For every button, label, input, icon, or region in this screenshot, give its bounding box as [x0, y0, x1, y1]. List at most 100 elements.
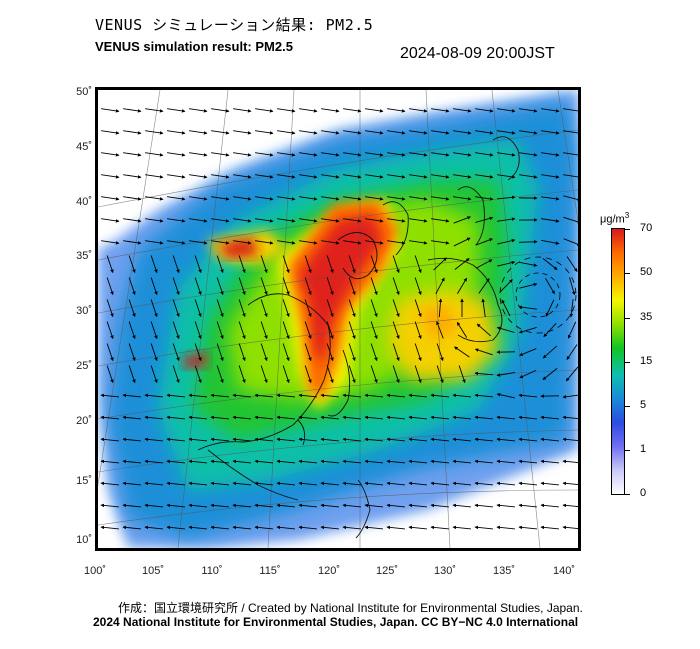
wind-arrow [189, 240, 208, 245]
wind-arrow [563, 216, 578, 224]
wind-arrow [320, 481, 340, 486]
wind-arrow [519, 108, 538, 113]
wind-arrow [370, 343, 378, 362]
wind-arrow [172, 299, 180, 318]
wind-arrow [518, 415, 538, 420]
wind-arrow [365, 108, 384, 113]
wind-arrow [194, 343, 202, 362]
colorbar-label-70: 70 [640, 222, 653, 234]
wind-arrow [189, 152, 208, 157]
wind-arrow [364, 481, 384, 486]
wind-arrow [238, 321, 246, 340]
wind-arrow [343, 196, 362, 201]
wind-arrow [188, 503, 208, 508]
wind-arrow [519, 130, 538, 135]
wind-arrow [123, 240, 142, 245]
wind-arrow [101, 240, 120, 245]
wind-arrow [414, 321, 422, 340]
wind-arrow [106, 365, 114, 384]
wind-arrow [408, 525, 428, 530]
wind-arrow [122, 415, 142, 420]
wind-arrow [106, 277, 114, 296]
wind-arrow [123, 108, 142, 113]
lat-label-25: 25˚ [76, 360, 92, 372]
wind-arrow [452, 393, 472, 398]
wind-arrow [210, 503, 230, 508]
wind-arrow [474, 481, 494, 486]
wind-arrow [386, 503, 406, 508]
wind-arrow [408, 415, 428, 420]
concentration-field [98, 90, 578, 548]
wind-arrow [282, 343, 290, 362]
wind-arrow [496, 481, 516, 486]
wind-arrow [276, 415, 296, 420]
wind-arrow [430, 503, 450, 508]
wind-arrow [392, 321, 400, 340]
wind-arrow [320, 503, 340, 508]
wind-arrow [128, 343, 136, 362]
wind-arrow [210, 459, 230, 464]
wind-arrow [100, 481, 120, 486]
wind-arrow [501, 299, 511, 317]
wind-arrow [255, 240, 274, 245]
wind-arrow [386, 415, 406, 420]
wind-arrow [542, 368, 558, 380]
wind-arrow [145, 240, 164, 245]
wind-arrow [562, 394, 578, 399]
wind-arrow [433, 257, 447, 271]
wind-arrow [304, 365, 312, 384]
wind-arrow [145, 218, 164, 223]
wind-arrow [392, 255, 400, 274]
lat-label-10: 10˚ [76, 534, 92, 546]
wind-arrow [408, 503, 428, 508]
lon-label-135: 135˚ [492, 565, 516, 577]
wind-arrow [276, 437, 296, 442]
wind-arrow [343, 152, 362, 157]
wind-arrow [435, 277, 445, 295]
wind-arrow [365, 240, 384, 245]
wind-arrow [408, 459, 428, 464]
wind-arrow [100, 415, 120, 420]
wind-arrow [100, 437, 120, 442]
wind-arrow [172, 255, 180, 274]
wind-arrow [255, 108, 274, 113]
wind-arrow [128, 277, 136, 296]
wind-arrow [277, 196, 296, 201]
wind-arrow [342, 459, 362, 464]
wind-arrow [232, 525, 252, 530]
wind-arrow [145, 152, 164, 157]
wind-arrow [189, 174, 208, 179]
wind-arrow [497, 217, 516, 222]
credit-line-2: 2024 National Institute for Environmenta… [93, 615, 579, 629]
wind-arrow [321, 218, 340, 223]
wind-arrow [194, 299, 202, 318]
wind-arrow [518, 525, 538, 530]
wind-arrow [144, 503, 164, 508]
wind-arrow [343, 174, 362, 179]
colorbar-unit: μg/m3 [600, 211, 630, 226]
wind-arrow [497, 174, 516, 179]
wind-arrow [277, 152, 296, 157]
wind-arrow [541, 152, 560, 157]
wind-arrow [348, 277, 356, 296]
wind-arrow [348, 255, 356, 274]
wind-arrow [436, 365, 444, 384]
wind-arrow [342, 525, 362, 530]
wind-arrow [101, 108, 120, 113]
wind-arrow [562, 459, 578, 464]
wind-arrow [304, 299, 312, 318]
wind-arrow [260, 299, 268, 318]
wind-arrow [456, 321, 468, 338]
wind-arrow [563, 238, 578, 246]
wind-arrow [277, 240, 296, 245]
wind-arrow [409, 130, 428, 135]
colorbar-label-5: 5 [640, 399, 647, 411]
wind-arrow [475, 174, 494, 179]
wind-arrow [172, 321, 180, 340]
wind-arrow [365, 196, 384, 201]
wind-arrow [475, 108, 494, 113]
wind-arrow [365, 218, 384, 223]
wind-arrow [172, 365, 180, 384]
wind-arrow [233, 152, 252, 157]
wind-arrow [188, 437, 208, 442]
